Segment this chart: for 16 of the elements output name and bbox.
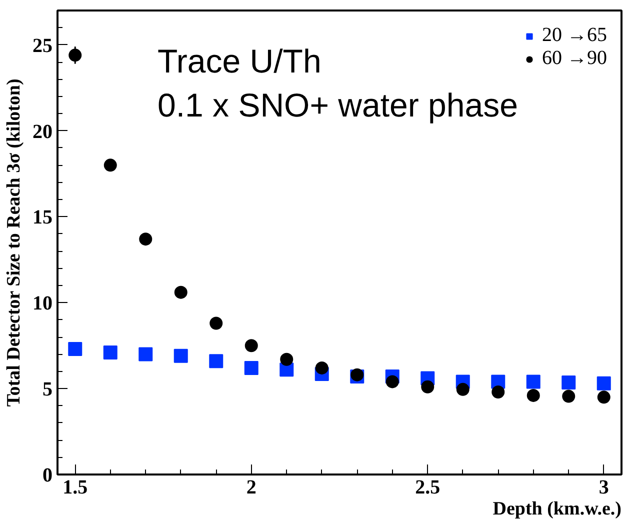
x-tick-label: 3 <box>598 476 609 498</box>
y-tick-label: 10 <box>32 292 52 315</box>
y-axis-title: Total Detector Size to Reach 3σ (kiloton) <box>4 78 24 407</box>
x-tick-label: 2.5 <box>415 476 440 498</box>
y-tick-label: 15 <box>32 206 52 229</box>
y-tick-label: 25 <box>32 34 52 57</box>
x-tick-label: 1.5 <box>62 476 88 498</box>
annotation: Trace U/Th <box>158 42 322 80</box>
x-axis-title: Depth (km.w.e.) <box>492 498 622 519</box>
legend-label: 20 →65 <box>542 24 607 47</box>
y-tick-label: 20 <box>32 120 52 143</box>
legend-label: 60 →90 <box>542 47 607 70</box>
y-tick-label: 5 <box>42 378 52 401</box>
annotation: 0.1 x SNO+ water phase <box>158 86 518 124</box>
x-tick-label: 2 <box>246 476 256 498</box>
y-tick-label: 0 <box>42 464 52 486</box>
